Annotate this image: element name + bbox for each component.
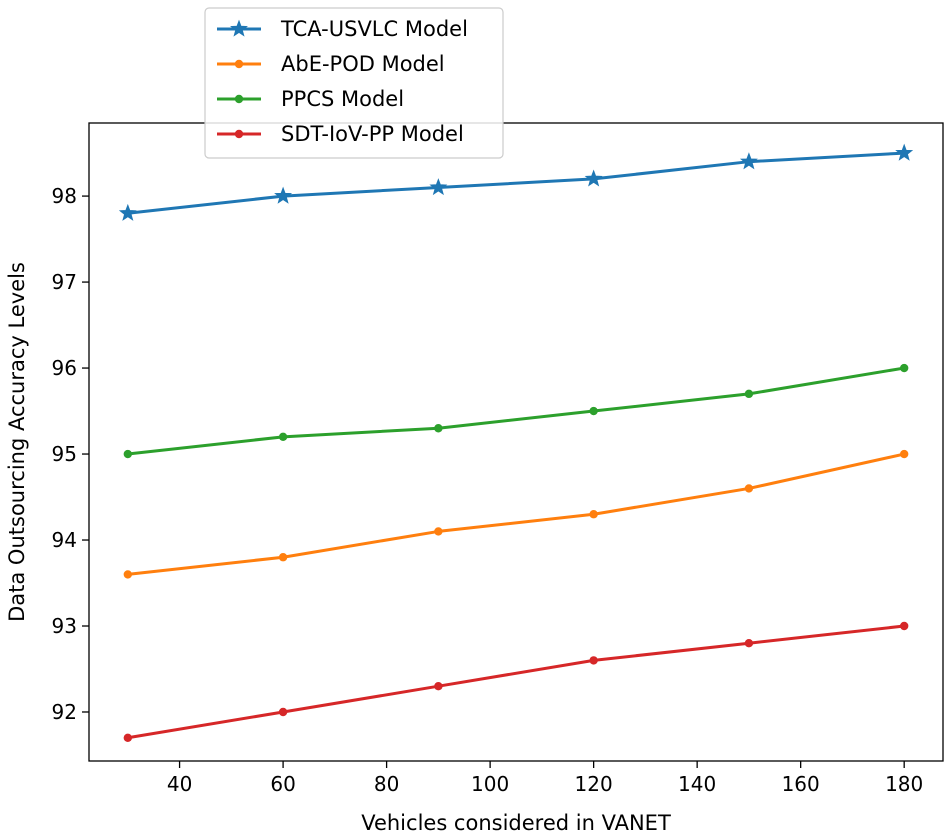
series-1 (118, 143, 914, 221)
legend-entry: PPCS Model (217, 87, 404, 111)
y-tick-label: 94 (52, 528, 77, 552)
legend-label: SDT-IoV-PP Model (281, 122, 464, 146)
series-layer (118, 143, 914, 742)
y-tick-label: 92 (52, 700, 77, 724)
legend-marker (230, 19, 248, 37)
data-point (899, 363, 909, 373)
data-point (123, 449, 133, 459)
plot-frame (88, 122, 944, 762)
legend-box (204, 7, 504, 159)
data-point (278, 432, 288, 442)
x-axis-ticks: 40 60 80 100 120 140 160 180 (167, 761, 923, 796)
x-tick-label: 180 (885, 772, 923, 796)
series-line (126, 366, 906, 456)
x-axis-title: Vehicles considered in VANET (361, 811, 671, 835)
x-tick-label: 100 (471, 772, 509, 796)
x-tick-label: 140 (678, 772, 716, 796)
legend-entry: SDT-IoV-PP Model (217, 122, 464, 146)
y-tick-label: 93 (52, 614, 77, 638)
data-point (123, 733, 133, 742)
legend-entry: TCA-USVLC Model (217, 17, 468, 41)
series-line (126, 452, 906, 576)
x-tick-label: 80 (374, 772, 399, 796)
data-point (744, 389, 754, 399)
series-2 (123, 449, 909, 579)
data-point (739, 152, 758, 170)
plot-area (89, 123, 943, 761)
series-line (126, 151, 906, 215)
legend-label: TCA-USVLC Model (280, 17, 468, 41)
legend-entry: AbE-POD Model (217, 52, 445, 76)
legend: TCA-USVLC Model AbE-POD Model PPCS Model SD… (204, 7, 504, 159)
series-4 (123, 621, 909, 742)
data-point (274, 186, 293, 204)
data-point (589, 406, 598, 416)
legend-marker (234, 59, 244, 69)
x-tick-label: 160 (782, 772, 820, 796)
data-point (278, 553, 288, 562)
y-axis-ticks: 92 93 94 95 96 97 98 (52, 184, 89, 724)
data-point (584, 169, 603, 187)
data-point (899, 449, 909, 459)
data-point (434, 681, 443, 691)
series-line (126, 624, 906, 740)
data-point (899, 621, 909, 631)
x-tick-label: 40 (167, 772, 192, 796)
x-tick-label: 60 (270, 772, 295, 796)
y-tick-label: 95 (52, 442, 77, 466)
x-tick-label: 120 (575, 772, 613, 796)
data-point (123, 570, 133, 579)
data-point (744, 639, 754, 648)
data-point (278, 707, 288, 717)
data-point (589, 656, 598, 665)
y-tick-label: 97 (52, 270, 77, 294)
y-axis-title: Data Outsourcing Accuracy Levels (5, 262, 29, 622)
data-point (434, 527, 443, 536)
data-point (744, 484, 754, 493)
legend-label: AbE-POD Model (281, 52, 445, 76)
data-point (434, 424, 443, 433)
legend-label: PPCS Model (281, 87, 404, 111)
legend-entries: TCA-USVLC Model AbE-POD Model PPCS Model SD… (217, 17, 468, 146)
data-point (895, 143, 914, 161)
y-tick-label: 98 (52, 184, 77, 208)
y-tick-label: 96 (52, 356, 77, 380)
data-point (589, 510, 598, 519)
legend-marker (234, 129, 244, 139)
series-3 (123, 363, 909, 459)
legend-marker (234, 94, 244, 104)
data-point (429, 178, 448, 196)
data-point (118, 203, 137, 221)
